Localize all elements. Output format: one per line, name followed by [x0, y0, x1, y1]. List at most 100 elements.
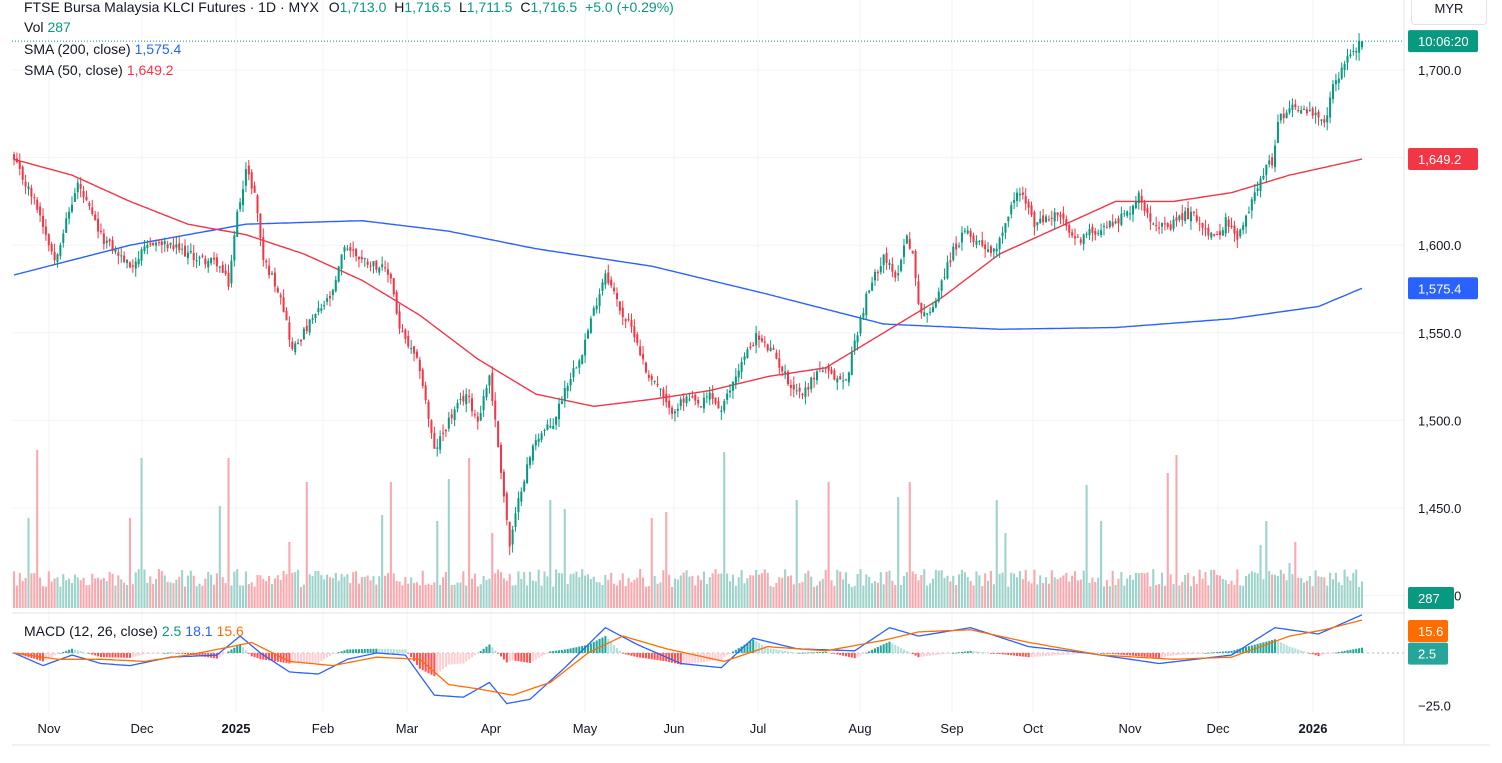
volume-bar: [85, 585, 88, 608]
candle-body: [755, 332, 758, 346]
candle-body: [53, 251, 56, 261]
volume-bar: [465, 585, 468, 608]
volume-bar: [897, 497, 900, 608]
candle-body: [679, 399, 682, 407]
candle-body: [1271, 157, 1274, 166]
volume-bar: [879, 572, 882, 608]
legend-title: FTSE Bursa Malaysia KLCI Futures · 1D · …: [24, 0, 674, 17]
candle-body: [259, 213, 262, 238]
candle-body: [239, 202, 242, 210]
candle-body: [1346, 55, 1349, 63]
candle-body: [549, 425, 552, 428]
volume-bar: [424, 584, 427, 608]
macd-histogram-bar: [572, 647, 575, 653]
candle-body: [952, 246, 955, 260]
candle-body: [1129, 213, 1132, 215]
volume-bar: [320, 575, 323, 608]
volume-bar: [694, 585, 697, 608]
macd-histogram-bar: [1300, 650, 1303, 653]
macd-histogram-bar: [305, 652, 308, 664]
macd-histogram-bar: [1314, 652, 1317, 656]
volume-bar: [934, 569, 937, 608]
volume-bar: [1343, 569, 1346, 608]
macd-histogram-bar: [894, 644, 897, 653]
macd-histogram-bar: [1166, 652, 1169, 657]
legend-sma50[interactable]: SMA (50, close) 1,649.2: [24, 60, 174, 80]
macd-histogram-bar: [752, 639, 755, 653]
legend-sma200[interactable]: SMA (200, close) 1,575.4: [24, 39, 181, 59]
macd-histogram-bar: [607, 639, 610, 653]
macd-histogram-bar: [1355, 648, 1358, 653]
volume-bar: [381, 515, 384, 608]
volume-bar: [1308, 576, 1311, 608]
volume-bar: [711, 573, 714, 608]
candle-body: [328, 295, 331, 299]
volume-bar: [331, 578, 334, 608]
candle-body: [491, 372, 494, 401]
sma200-path: [13, 219, 1363, 331]
volume-bar: [992, 584, 995, 608]
volume-bar: [1218, 575, 1221, 608]
volume-bar: [427, 583, 430, 608]
macd-histogram-bar: [273, 652, 276, 662]
candle-body: [1088, 228, 1091, 236]
volume-bar: [902, 576, 906, 608]
currency-button[interactable]: MYR: [1411, 0, 1487, 25]
change-value: +5.0 (+0.29%): [585, 0, 674, 15]
macd-histogram-bar: [581, 646, 584, 653]
macd-histogram-bar: [633, 652, 636, 657]
volume-bar: [227, 458, 230, 608]
macd-histogram-bar: [952, 652, 955, 654]
volume-bar: [418, 585, 421, 608]
candle-body: [920, 302, 923, 314]
volume-bar: [859, 569, 862, 608]
volume-bar: [584, 575, 587, 608]
candle-body: [815, 371, 819, 381]
legend-macd[interactable]: MACD (12, 26, close) 2.5 18.1 15.6: [24, 621, 244, 641]
macd-histogram-bar: [995, 652, 998, 654]
volume-bar: [1244, 575, 1248, 608]
macd-histogram-bar: [485, 646, 488, 653]
candle-body: [665, 393, 668, 403]
macd-histogram-bar: [888, 641, 891, 653]
candle-body: [1331, 84, 1335, 99]
candle-body: [102, 233, 105, 245]
macd-histogram-bar: [560, 649, 563, 653]
volume-bar: [128, 518, 132, 608]
candle-body: [859, 317, 862, 334]
candle-body: [563, 387, 566, 402]
candle-body: [424, 385, 427, 401]
volume-bar: [36, 450, 39, 608]
candle-body: [1210, 232, 1213, 238]
volume-bar: [152, 583, 155, 608]
macd-histogram-bar: [384, 648, 387, 653]
volume-bar: [792, 584, 795, 608]
volume-bar: [984, 573, 987, 608]
macd-histogram-bar: [676, 652, 679, 664]
macd-histogram-bar: [82, 652, 85, 653]
volume-bar: [1256, 573, 1259, 608]
macd-histogram-bar: [642, 652, 645, 659]
candle-body: [1007, 216, 1010, 222]
volume-bar: [279, 579, 282, 608]
volume-bar: [586, 574, 590, 608]
macd-histogram-bar: [1071, 652, 1074, 655]
macd-histogram-bar: [308, 652, 311, 664]
candle-body: [436, 447, 439, 449]
volume-bar: [1143, 573, 1146, 608]
volume-bar: [781, 577, 784, 608]
volume-bar: [126, 585, 129, 608]
macd-histogram-bar: [868, 651, 871, 653]
volume-bar: [108, 571, 111, 608]
candle-body: [221, 264, 224, 273]
volume-bar: [888, 570, 891, 608]
macd-histogram-bar: [1256, 643, 1259, 653]
legend-volume[interactable]: Vol 287: [24, 17, 71, 37]
volume-bar: [1094, 581, 1097, 608]
macd-histogram-bar: [366, 648, 369, 653]
macd-histogram-bar: [972, 651, 975, 653]
time-axis[interactable]: Nov Dec 2025 Feb Mar Apr May Jun Jul Aug Sep Oct Nov…: [37, 721, 1327, 736]
volume-bar: [12, 571, 16, 608]
volume-bar: [726, 573, 729, 608]
